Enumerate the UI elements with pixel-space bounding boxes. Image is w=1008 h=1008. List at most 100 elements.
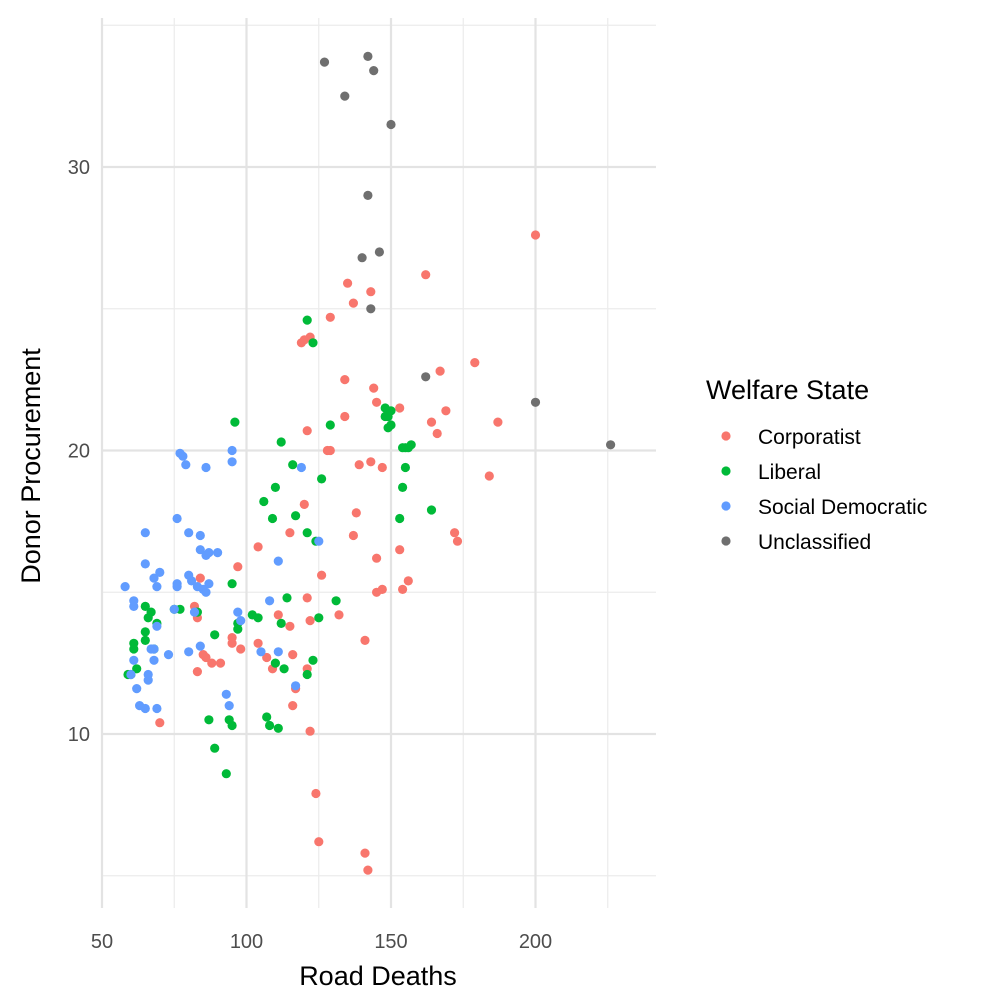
x-tick-label: 150	[374, 931, 407, 953]
data-point	[224, 701, 234, 711]
data-point	[178, 451, 188, 461]
legend-label: Unclassified	[758, 531, 871, 554]
data-point	[265, 720, 275, 731]
data-point	[227, 720, 237, 731]
data-point	[140, 601, 150, 612]
data-point	[140, 528, 150, 538]
legend-items: Corporatist Liberal Social Democratic Uncla…	[721, 426, 927, 554]
data-point	[386, 406, 396, 416]
data-point	[227, 633, 237, 643]
data-point	[302, 528, 312, 538]
data-point	[311, 788, 321, 799]
data-point	[363, 190, 373, 200]
data-point	[184, 647, 194, 657]
legend-key	[721, 431, 731, 441]
data-point	[299, 499, 309, 509]
data-point	[606, 440, 616, 450]
data-point	[273, 723, 283, 733]
data-point	[360, 635, 370, 646]
x-axis-title: Road Deaths	[299, 961, 457, 991]
data-point	[236, 616, 246, 626]
data-point	[372, 553, 382, 563]
data-point	[363, 865, 373, 875]
data-point	[132, 664, 142, 674]
data-point	[253, 638, 263, 648]
data-point	[210, 743, 220, 753]
data-point	[386, 420, 396, 430]
legend-key	[721, 466, 731, 476]
data-point	[331, 596, 341, 606]
data-point	[398, 482, 408, 492]
data-point	[143, 675, 153, 685]
data-point	[265, 596, 275, 606]
data-point	[296, 462, 306, 473]
data-point	[357, 253, 367, 263]
data-point	[441, 406, 451, 416]
legend-label: Liberal	[758, 461, 821, 484]
data-point	[181, 460, 191, 470]
data-point	[340, 91, 350, 101]
data-point	[230, 417, 240, 427]
data-point	[192, 667, 202, 677]
data-point	[369, 383, 379, 393]
data-point	[270, 658, 280, 668]
data-point	[207, 658, 217, 668]
data-point	[152, 621, 162, 631]
data-point	[406, 440, 416, 450]
data-point	[308, 338, 318, 348]
data-point	[204, 579, 214, 589]
data-point	[195, 641, 205, 651]
data-point	[288, 650, 298, 660]
data-point	[325, 445, 335, 456]
data-point	[314, 536, 324, 546]
data-point	[317, 570, 327, 580]
data-point	[374, 247, 384, 257]
data-point	[530, 230, 541, 240]
data-point	[435, 366, 445, 376]
data-point	[276, 618, 286, 629]
data-point	[363, 51, 373, 62]
data-point	[282, 593, 292, 603]
data-point	[470, 358, 480, 368]
data-point	[386, 119, 396, 130]
data-point	[314, 837, 324, 847]
data-point	[253, 613, 263, 623]
data-point	[276, 437, 286, 447]
data-point	[426, 505, 437, 515]
y-tick-label: 10	[68, 724, 90, 746]
data-point	[201, 587, 211, 597]
data-point	[288, 701, 298, 711]
data-point	[288, 460, 298, 470]
data-point	[227, 457, 237, 467]
data-point	[291, 681, 301, 691]
data-point	[305, 616, 315, 626]
data-point	[302, 593, 312, 603]
legend-key	[721, 536, 731, 546]
data-point	[149, 655, 159, 665]
legend: Welfare State Corporatist Liberal Social D…	[706, 375, 927, 554]
grid-lines	[100, 18, 656, 908]
data-point	[372, 397, 382, 407]
data-point	[369, 66, 379, 76]
data-point	[351, 508, 361, 518]
data-point	[233, 562, 243, 572]
data-point	[291, 511, 301, 521]
data-point	[129, 596, 139, 606]
data-point	[270, 482, 280, 492]
data-point	[452, 536, 463, 546]
data-point	[421, 372, 431, 382]
data-point	[279, 664, 289, 674]
data-point	[221, 769, 231, 779]
data-point	[302, 315, 312, 325]
data-point	[140, 635, 150, 646]
data-point	[169, 604, 179, 614]
data-point	[395, 403, 405, 413]
data-point	[201, 462, 211, 473]
data-point	[426, 417, 437, 427]
data-point	[227, 579, 237, 589]
data-point	[215, 658, 226, 668]
data-point	[273, 556, 283, 566]
data-point	[340, 411, 350, 422]
data-point	[334, 610, 344, 620]
